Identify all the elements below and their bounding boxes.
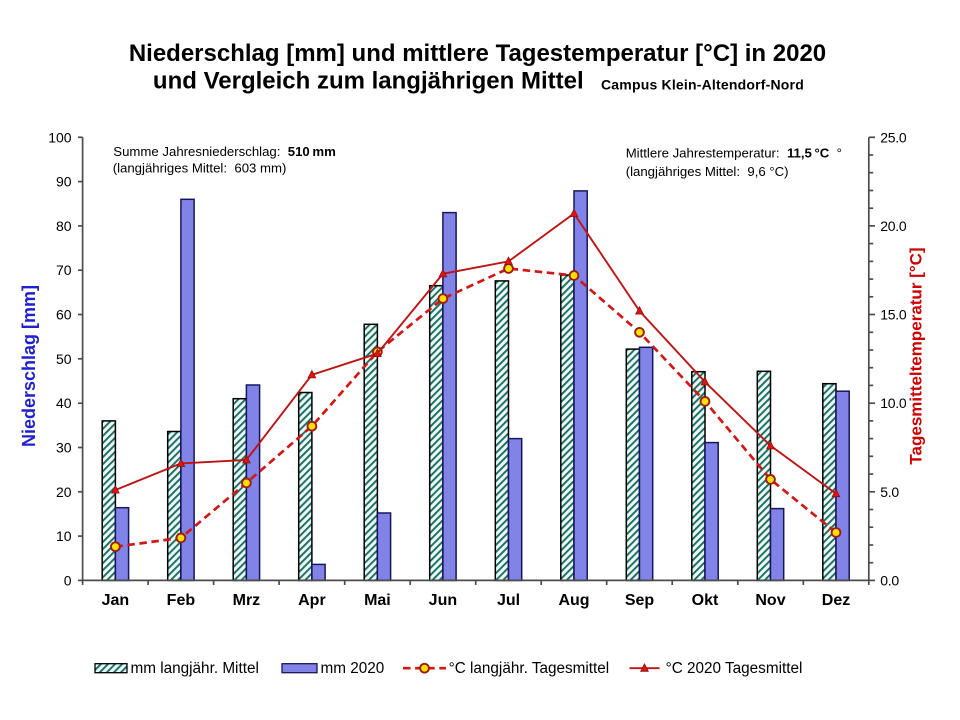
svg-text:Jul: Jul xyxy=(497,592,520,609)
svg-text:25.0: 25.0 xyxy=(880,129,907,145)
svg-text:°C 2020 Tagesmittel: °C 2020 Tagesmittel xyxy=(666,660,803,677)
svg-text:70: 70 xyxy=(56,262,72,278)
svg-text:Feb: Feb xyxy=(167,592,196,609)
svg-text:80: 80 xyxy=(56,218,72,234)
svg-text:0: 0 xyxy=(64,572,72,588)
svg-text:Nov: Nov xyxy=(755,592,785,609)
svg-text:und Vergleich zum langjährigen: und Vergleich zum langjährigen Mittel xyxy=(153,68,584,95)
svg-text:90: 90 xyxy=(56,174,72,190)
svg-text:Apr: Apr xyxy=(298,592,326,609)
svg-text:Summe Jahresniederschlag: 510: Summe Jahresniederschlag: 510 mm xyxy=(113,144,336,159)
svg-text:30: 30 xyxy=(56,440,72,456)
svg-text:15.0: 15.0 xyxy=(880,307,907,323)
svg-text:100: 100 xyxy=(48,129,72,145)
svg-text:Sep: Sep xyxy=(625,592,655,609)
svg-text:Niederschlag [mm]: Niederschlag [mm] xyxy=(19,285,39,447)
svg-text:40: 40 xyxy=(56,395,72,411)
svg-text:5.0: 5.0 xyxy=(880,484,899,500)
svg-text:Tagesmitteltemperatur [°C]: Tagesmitteltemperatur [°C] xyxy=(907,247,926,464)
svg-text:Mittlere Jahrestemperatur: 11: Mittlere Jahrestemperatur: 11,5 °C ° xyxy=(626,146,842,161)
svg-text:Aug: Aug xyxy=(558,592,589,609)
svg-text:Campus Klein-Altendorf-Nord: Campus Klein-Altendorf-Nord xyxy=(601,77,804,93)
svg-text:Mrz: Mrz xyxy=(233,592,261,609)
svg-text:10: 10 xyxy=(56,528,72,544)
svg-text:mm langjähr. Mittel: mm langjähr. Mittel xyxy=(131,660,259,677)
svg-text:50: 50 xyxy=(56,351,72,367)
svg-text:Jan: Jan xyxy=(102,592,130,609)
svg-text:Niederschlag [mm] und mittlere: Niederschlag [mm] und mittlere Tagestemp… xyxy=(129,40,826,67)
svg-text:(langjähriges Mittel: 603 mm): (langjähriges Mittel: 603 mm) xyxy=(113,161,287,176)
svg-text:0.0: 0.0 xyxy=(880,572,899,588)
svg-text:60: 60 xyxy=(56,307,72,323)
svg-text:Jun: Jun xyxy=(429,592,457,609)
svg-text:10.0: 10.0 xyxy=(880,395,907,411)
svg-text:Okt: Okt xyxy=(692,592,719,609)
svg-text:Mai: Mai xyxy=(364,592,391,609)
svg-text:°C langjähr. Tagesmittel: °C langjähr. Tagesmittel xyxy=(449,660,610,677)
svg-text:(langjähriges Mittel: 9,6 °C): (langjähriges Mittel: 9,6 °C) xyxy=(626,164,789,179)
svg-text:mm 2020: mm 2020 xyxy=(321,660,385,677)
svg-text:Dez: Dez xyxy=(822,592,850,609)
svg-text:20: 20 xyxy=(56,484,72,500)
svg-text:20.0: 20.0 xyxy=(880,218,907,234)
